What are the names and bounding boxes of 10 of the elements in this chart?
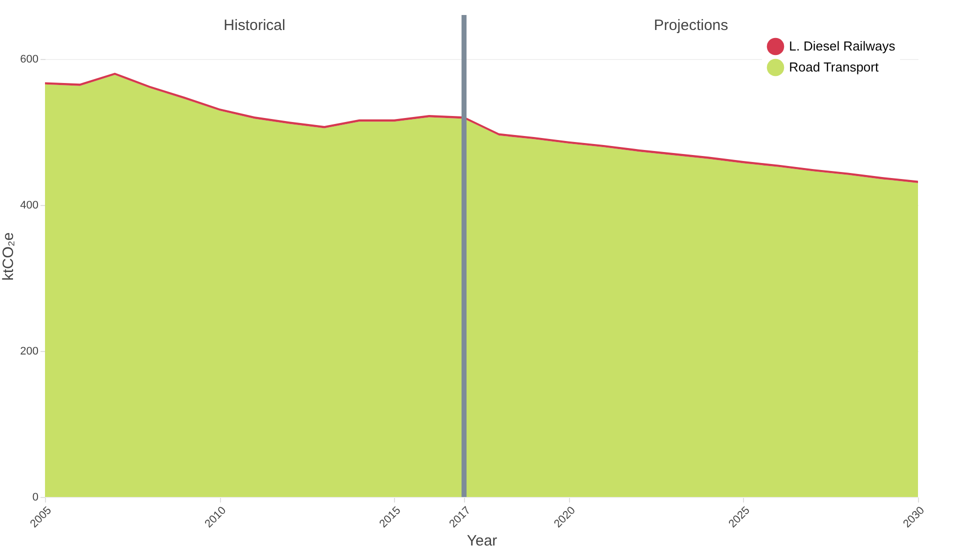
annotation: Projections <box>654 17 728 34</box>
legend-label: Road Transport <box>789 60 879 74</box>
y-axis-title: ktCO₂e <box>0 232 18 281</box>
legend-label: L. Diesel Railways <box>789 38 896 54</box>
annotation: Historical <box>224 17 286 34</box>
x-axis-title: Year <box>466 532 498 550</box>
y-tick-label: 400 <box>20 199 38 212</box>
y-tick-label: 0 <box>32 492 38 504</box>
y-tick-label: 200 <box>20 345 38 358</box>
y-tick-label: 600 <box>20 53 38 66</box>
